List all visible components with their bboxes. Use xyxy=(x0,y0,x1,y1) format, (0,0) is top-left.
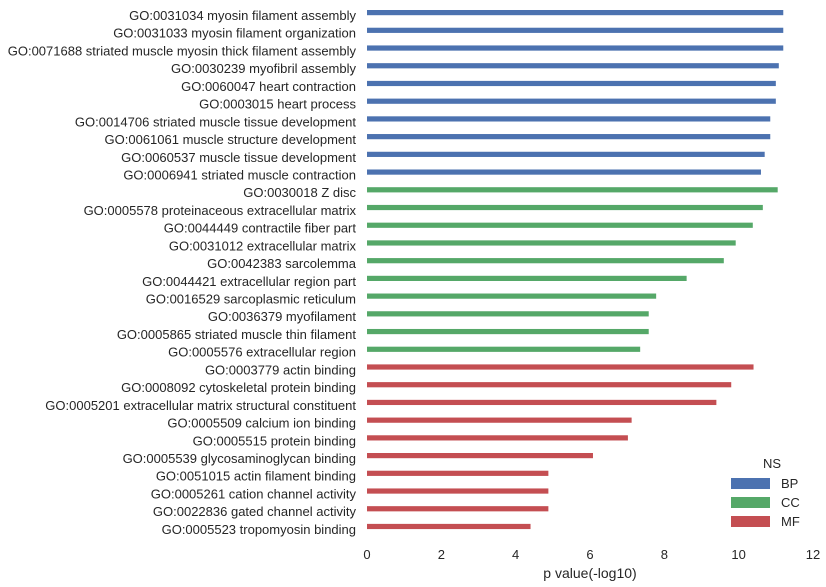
bar-bp xyxy=(367,27,784,33)
category-label: GO:0060537 muscle tissue development xyxy=(121,150,356,165)
bar-mf xyxy=(367,364,754,370)
bar-mf xyxy=(367,488,549,494)
x-axis-label: p value(-log10) xyxy=(543,565,636,581)
bar-mf xyxy=(367,453,593,459)
bar-cc xyxy=(367,311,649,317)
category-label: GO:0044421 extracellular region part xyxy=(142,274,356,289)
bar-mf xyxy=(367,435,628,441)
bar-bp xyxy=(367,98,776,104)
bar-cc xyxy=(367,293,657,299)
category-label: GO:0036379 myofilament xyxy=(208,309,357,324)
category-label: GO:0031034 myosin filament assembly xyxy=(129,8,356,23)
bar-mf xyxy=(367,523,531,530)
category-label: GO:0051015 actin filament binding xyxy=(156,469,356,484)
category-label: GO:0031012 extracellular matrix xyxy=(169,238,357,253)
bar-cc xyxy=(367,187,778,193)
bar-cc xyxy=(367,258,724,264)
legend-label-bp: BP xyxy=(781,476,798,491)
category-label: GO:0005578 proteinaceous extracellular m… xyxy=(84,203,357,218)
bar-mf xyxy=(367,417,632,423)
x-tick-label: 8 xyxy=(661,547,668,562)
bar-bp xyxy=(367,169,761,175)
bars-group xyxy=(367,10,784,530)
x-tick-label: 12 xyxy=(806,547,820,562)
bar-cc xyxy=(367,204,763,211)
category-label: GO:0003015 heart process xyxy=(199,97,356,112)
category-label: GO:0044449 contractile fiber part xyxy=(164,221,357,236)
category-label: GO:0005865 striated muscle thin filament xyxy=(117,327,357,342)
legend-swatch-mf xyxy=(731,516,770,527)
category-label: GO:0030239 myofibril assembly xyxy=(171,61,356,76)
category-label: GO:0014706 striated muscle tissue develo… xyxy=(75,114,356,129)
bar-cc xyxy=(367,240,736,246)
category-label: GO:0042383 sarcolemma xyxy=(207,256,357,271)
bar-bp xyxy=(367,151,765,157)
legend-swatch-bp xyxy=(731,478,770,489)
x-ticks-group: 0 2 4 6 8 10 12 xyxy=(363,547,820,562)
category-label: GO:0031033 myosin filament organization xyxy=(113,26,356,41)
category-labels-group: GO:0031034 myosin filament assembly GO:00… xyxy=(8,8,357,537)
category-label: GO:0008092 cytoskeletal protein binding xyxy=(121,380,356,395)
bar-bp xyxy=(367,45,784,51)
category-label: GO:0061061 muscle structure development xyxy=(105,132,357,147)
x-tick-label: 6 xyxy=(586,547,593,562)
category-label: GO:0006941 striated muscle contraction xyxy=(123,167,356,182)
category-label: GO:0005261 cation channel activity xyxy=(151,486,357,501)
bar-bp xyxy=(367,116,771,122)
category-label: GO:0016529 sarcoplasmic reticulum xyxy=(146,292,356,307)
bar-cc xyxy=(367,346,641,352)
category-label: GO:0005201 extracellular matrix structur… xyxy=(45,398,356,413)
category-label: GO:0005523 tropomyosin binding xyxy=(162,522,356,537)
bar-cc xyxy=(367,222,753,228)
bar-mf xyxy=(367,506,549,512)
category-label: GO:0030018 Z disc xyxy=(243,185,356,200)
category-label: GO:0005509 calcium ion binding xyxy=(167,416,356,431)
category-label: GO:0060047 heart contraction xyxy=(181,79,356,94)
category-label: GO:0005515 protein binding xyxy=(193,433,356,448)
bar-bp xyxy=(367,63,779,69)
x-tick-label: 10 xyxy=(731,547,745,562)
bar-mf xyxy=(367,399,717,406)
bar-mf xyxy=(367,470,549,476)
category-label: GO:0005539 glycosaminoglycan binding xyxy=(123,451,356,466)
bar-mf xyxy=(367,382,732,388)
legend-label-mf: MF xyxy=(781,514,800,529)
x-tick-label: 2 xyxy=(438,547,445,562)
category-label: GO:0071688 striated muscle myosin thick … xyxy=(8,43,357,58)
category-label: GO:0005576 extracellular region xyxy=(168,345,356,360)
bar-bp xyxy=(367,80,776,87)
bar-bp xyxy=(367,10,784,16)
legend-swatch-cc xyxy=(731,497,770,508)
legend-label-cc: CC xyxy=(781,495,800,510)
bar-bp xyxy=(367,134,771,140)
category-label: GO:0022836 gated channel activity xyxy=(153,504,357,519)
bar-cc xyxy=(367,275,687,281)
category-label: GO:0003779 actin binding xyxy=(205,362,356,377)
legend: NS BP CC MF xyxy=(731,456,800,529)
bar-cc xyxy=(367,328,649,335)
x-tick-label: 0 xyxy=(363,547,370,562)
x-tick-label: 4 xyxy=(512,547,519,562)
legend-title: NS xyxy=(763,456,781,471)
